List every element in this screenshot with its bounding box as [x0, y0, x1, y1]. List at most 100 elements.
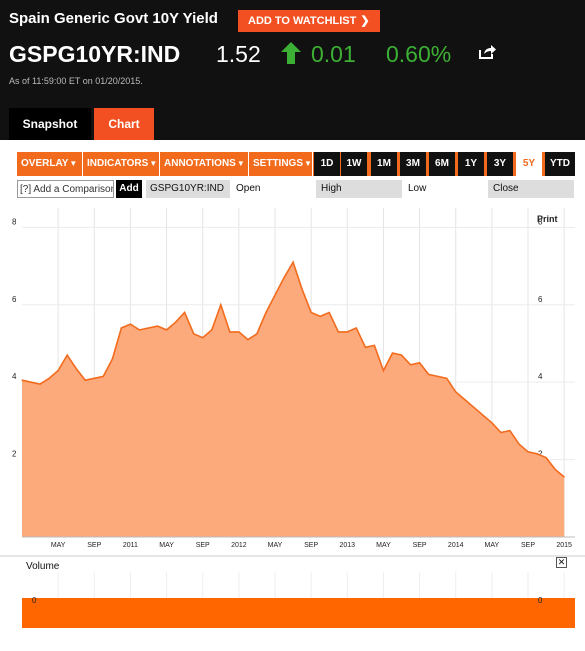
- data-point: [310, 311, 312, 314]
- y-tick-label-left: 6: [12, 295, 17, 304]
- range-1w-button[interactable]: 1W: [341, 152, 367, 176]
- last-price: 1.52: [216, 41, 261, 67]
- data-point: [400, 354, 403, 356]
- data-point: [509, 429, 511, 432]
- high-value-label: High: [316, 180, 402, 198]
- data-point: [84, 379, 86, 381]
- x-tick-label: MAY: [268, 542, 283, 549]
- add-comparison-button[interactable]: Add: [116, 180, 142, 198]
- data-point: [409, 364, 412, 366]
- price-change-percent: 0.60%: [386, 41, 452, 67]
- x-tick-label: 2015: [556, 542, 572, 549]
- x-tick-label: 2012: [231, 542, 247, 549]
- y-tick-label-left: 8: [12, 217, 17, 226]
- share-icon[interactable]: [478, 44, 496, 60]
- data-point: [536, 453, 538, 455]
- data-point: [337, 331, 339, 333]
- low-value-label: Low: [403, 180, 487, 198]
- data-point: [211, 329, 213, 331]
- range-1y-button[interactable]: 1Y: [458, 152, 484, 176]
- ticker-symbol: GSPG10YR:IND: [9, 41, 181, 67]
- data-point: [364, 346, 366, 348]
- range-5y-button[interactable]: 5Y: [516, 152, 542, 176]
- data-point: [473, 406, 475, 408]
- data-point: [256, 333, 258, 335]
- y-tick-label-left: 4: [12, 372, 17, 381]
- compare-placeholder: [?] Add a Comparison: [20, 184, 114, 195]
- x-tick-label: SEP: [196, 542, 210, 549]
- range-3m-button[interactable]: 3M: [400, 152, 426, 176]
- y-tick-label-right: 2: [538, 450, 543, 459]
- data-point: [193, 333, 195, 335]
- data-point: [21, 379, 23, 381]
- data-point: [147, 327, 150, 329]
- x-tick-label: SEP: [87, 542, 101, 549]
- data-point: [491, 422, 493, 424]
- chevron-right-icon: ❯: [360, 15, 370, 27]
- indicators-menu[interactable]: INDICATORS▼: [83, 152, 160, 176]
- data-point: [184, 311, 186, 314]
- data-point: [93, 377, 95, 379]
- volume-label: Volume: [26, 561, 60, 572]
- settings-menu[interactable]: SETTINGS▼: [249, 152, 313, 176]
- data-point: [138, 329, 141, 331]
- data-point: [455, 391, 457, 393]
- volume-tick-left: 0: [32, 596, 37, 605]
- open-value-label: Open: [231, 180, 315, 198]
- range-3y-button[interactable]: 3Y: [487, 152, 513, 176]
- data-point: [328, 311, 330, 314]
- data-point: [120, 327, 122, 329]
- symbol-chip: GSPG10YR:IND: [146, 180, 230, 198]
- data-point: [464, 398, 466, 401]
- data-point: [274, 294, 276, 296]
- add-comparison-input[interactable]: [?] Add a Comparison: [17, 180, 114, 198]
- close-icon[interactable]: ✕: [556, 557, 567, 568]
- overlay-menu[interactable]: OVERLAY▼: [17, 152, 83, 176]
- quote-header: Spain Generic Govt 10Y Yield ADD TO WATC…: [0, 0, 585, 140]
- data-point: [391, 352, 394, 354]
- data-point: [30, 381, 32, 383]
- tab-snapshot[interactable]: Snapshot: [9, 108, 91, 140]
- data-point: [220, 304, 222, 306]
- range-ytd-button[interactable]: YTD: [545, 152, 575, 176]
- data-point: [238, 331, 240, 333]
- dropdown-arrow-icon: ▼: [69, 159, 78, 168]
- data-point: [102, 375, 104, 377]
- range-1m-button[interactable]: 1M: [371, 152, 397, 176]
- annotations-menu-label: ANNOTATIONS: [164, 158, 236, 169]
- data-point: [229, 331, 231, 333]
- annotations-menu[interactable]: ANNOTATIONS▼: [160, 152, 249, 176]
- data-point: [382, 369, 385, 372]
- data-point: [355, 327, 357, 329]
- x-tick-label: MAY: [51, 542, 66, 549]
- y-tick-label-right: 8: [538, 217, 543, 226]
- volume-tick-right: 0: [538, 596, 543, 605]
- range-6m-button[interactable]: 6M: [429, 152, 455, 176]
- print-link[interactable]: Print: [537, 214, 558, 224]
- data-point: [75, 368, 77, 370]
- y-tick-label-right: 6: [538, 295, 543, 304]
- data-point: [373, 344, 376, 347]
- data-point: [500, 431, 502, 434]
- yield-chart: MAY SEP 2011 MAY SEP 2012 MAY SEP 2013 MAY SEP 2014…: [0, 208, 585, 628]
- y-tick-label-left: 2: [12, 450, 17, 459]
- x-tick-label: SEP: [304, 542, 318, 549]
- data-point: [527, 451, 529, 453]
- data-point: [292, 261, 294, 263]
- data-point: [545, 457, 547, 459]
- data-point: [283, 277, 285, 279]
- data-point: [202, 337, 204, 339]
- x-tick-label: MAY: [159, 542, 174, 549]
- security-title: Spain Generic Govt 10Y Yield: [9, 10, 218, 27]
- range-1d-button[interactable]: 1D: [314, 152, 340, 176]
- x-tick-label: 2011: [123, 542, 138, 549]
- data-point: [428, 373, 430, 376]
- x-tick-label: MAY: [376, 542, 391, 549]
- data-point: [418, 362, 421, 364]
- data-point: [66, 354, 68, 356]
- tab-chart[interactable]: Chart: [94, 108, 154, 140]
- watchlist-label: ADD TO WATCHLIST: [248, 15, 357, 27]
- data-point: [346, 331, 348, 333]
- data-point: [247, 339, 249, 341]
- add-to-watchlist-button[interactable]: ADD TO WATCHLIST ❯: [238, 10, 380, 32]
